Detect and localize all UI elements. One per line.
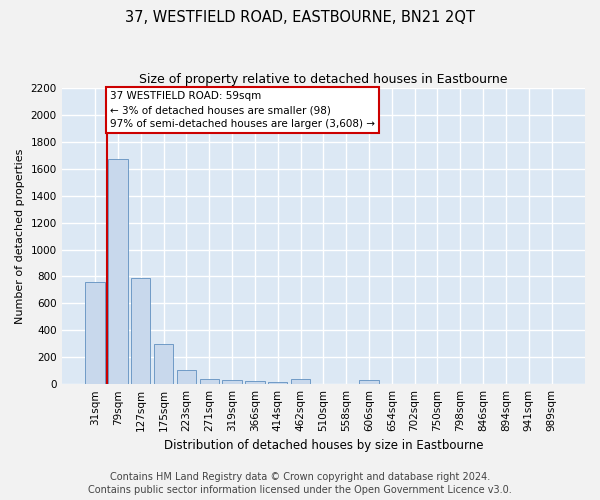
Bar	[85, 282, 105, 384]
Bar	[177, 370, 196, 384]
Bar	[245, 382, 265, 384]
Bar	[291, 379, 310, 384]
Text: 37, WESTFIELD ROAD, EASTBOURNE, BN21 2QT: 37, WESTFIELD ROAD, EASTBOURNE, BN21 2QT	[125, 10, 475, 25]
Bar	[359, 380, 379, 384]
Text: 37 WESTFIELD ROAD: 59sqm
← 3% of detached houses are smaller (98)
97% of semi-de: 37 WESTFIELD ROAD: 59sqm ← 3% of detache…	[110, 91, 375, 129]
Y-axis label: Number of detached properties: Number of detached properties	[15, 148, 25, 324]
Bar	[200, 379, 219, 384]
Bar	[108, 160, 128, 384]
Bar	[268, 382, 287, 384]
Title: Size of property relative to detached houses in Eastbourne: Size of property relative to detached ho…	[139, 72, 508, 86]
X-axis label: Distribution of detached houses by size in Eastbourne: Distribution of detached houses by size …	[164, 440, 483, 452]
Text: Contains HM Land Registry data © Crown copyright and database right 2024.
Contai: Contains HM Land Registry data © Crown c…	[88, 472, 512, 495]
Bar	[131, 278, 151, 384]
Bar	[223, 380, 242, 384]
Bar	[154, 344, 173, 384]
